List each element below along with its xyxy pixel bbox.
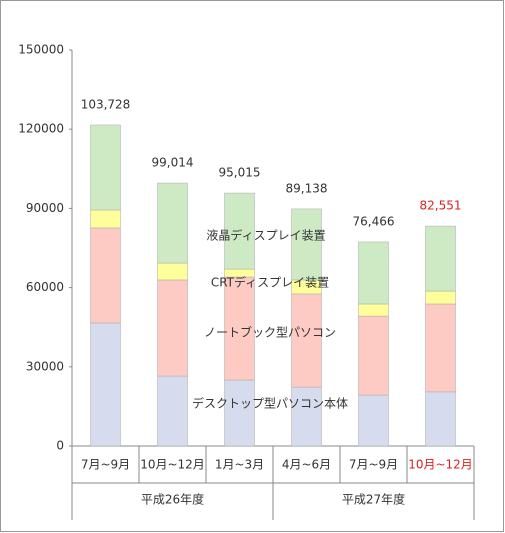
- bar-segment: [358, 315, 389, 396]
- bar-segment: [90, 227, 121, 324]
- total-label: 99,014: [152, 156, 194, 170]
- total-label: 103,728: [81, 97, 131, 111]
- bar-segment: [157, 375, 188, 447]
- bar-segment: [425, 225, 456, 292]
- bar-segment: [291, 293, 322, 388]
- bar-segment: [291, 208, 322, 281]
- bar-segment: [224, 379, 255, 447]
- series-label: CRTディスプレイ装置: [211, 275, 329, 290]
- y-tick-label: 120000: [18, 122, 64, 136]
- x-tick-label: 7月~9月: [349, 458, 398, 472]
- y-tick-label: 0: [56, 439, 64, 453]
- bar-segment: [358, 303, 389, 317]
- series-label: デスクトップ型パソコン本体: [192, 396, 348, 411]
- total-label: 82,551: [420, 199, 462, 213]
- y-tick-label: 90000: [26, 201, 64, 215]
- bar-segment: [425, 391, 456, 447]
- bar-segment: [425, 290, 456, 305]
- bar-segment: [157, 182, 188, 264]
- series-label: ノートブック型パソコン: [204, 325, 336, 340]
- x-tick-label: 10月~12月: [408, 458, 473, 472]
- bar-segment: [90, 322, 121, 447]
- x-tick-label: 7月~9月: [81, 458, 130, 472]
- bar-segment: [90, 124, 121, 211]
- bar-segment: [358, 394, 389, 447]
- bar-segment: [224, 192, 255, 270]
- x-tick-label: 10月~12月: [140, 458, 205, 472]
- y-tick-label: 60000: [26, 280, 64, 294]
- bar-segment: [224, 276, 255, 381]
- total-label: 76,466: [353, 214, 395, 228]
- bar-segment: [90, 209, 121, 229]
- group-label: 平成26年度: [141, 492, 204, 507]
- y-tick-label: 150000: [18, 43, 64, 57]
- y-tick-label: 30000: [26, 359, 64, 373]
- bar-segment: [358, 241, 389, 305]
- bar-segment: [425, 303, 456, 393]
- total-label: 95,015: [219, 166, 261, 180]
- bar-segment: [291, 386, 322, 447]
- bar-segment: [157, 279, 188, 377]
- bar-segment: [157, 262, 188, 281]
- x-tick-label: 4月~6月: [282, 458, 331, 472]
- total-label: 89,138: [286, 181, 328, 195]
- series-label: 液晶ディスプレイ装置: [206, 228, 325, 243]
- x-tick-label: 1月~3月: [215, 458, 264, 472]
- group-label: 平成27年度: [342, 492, 405, 507]
